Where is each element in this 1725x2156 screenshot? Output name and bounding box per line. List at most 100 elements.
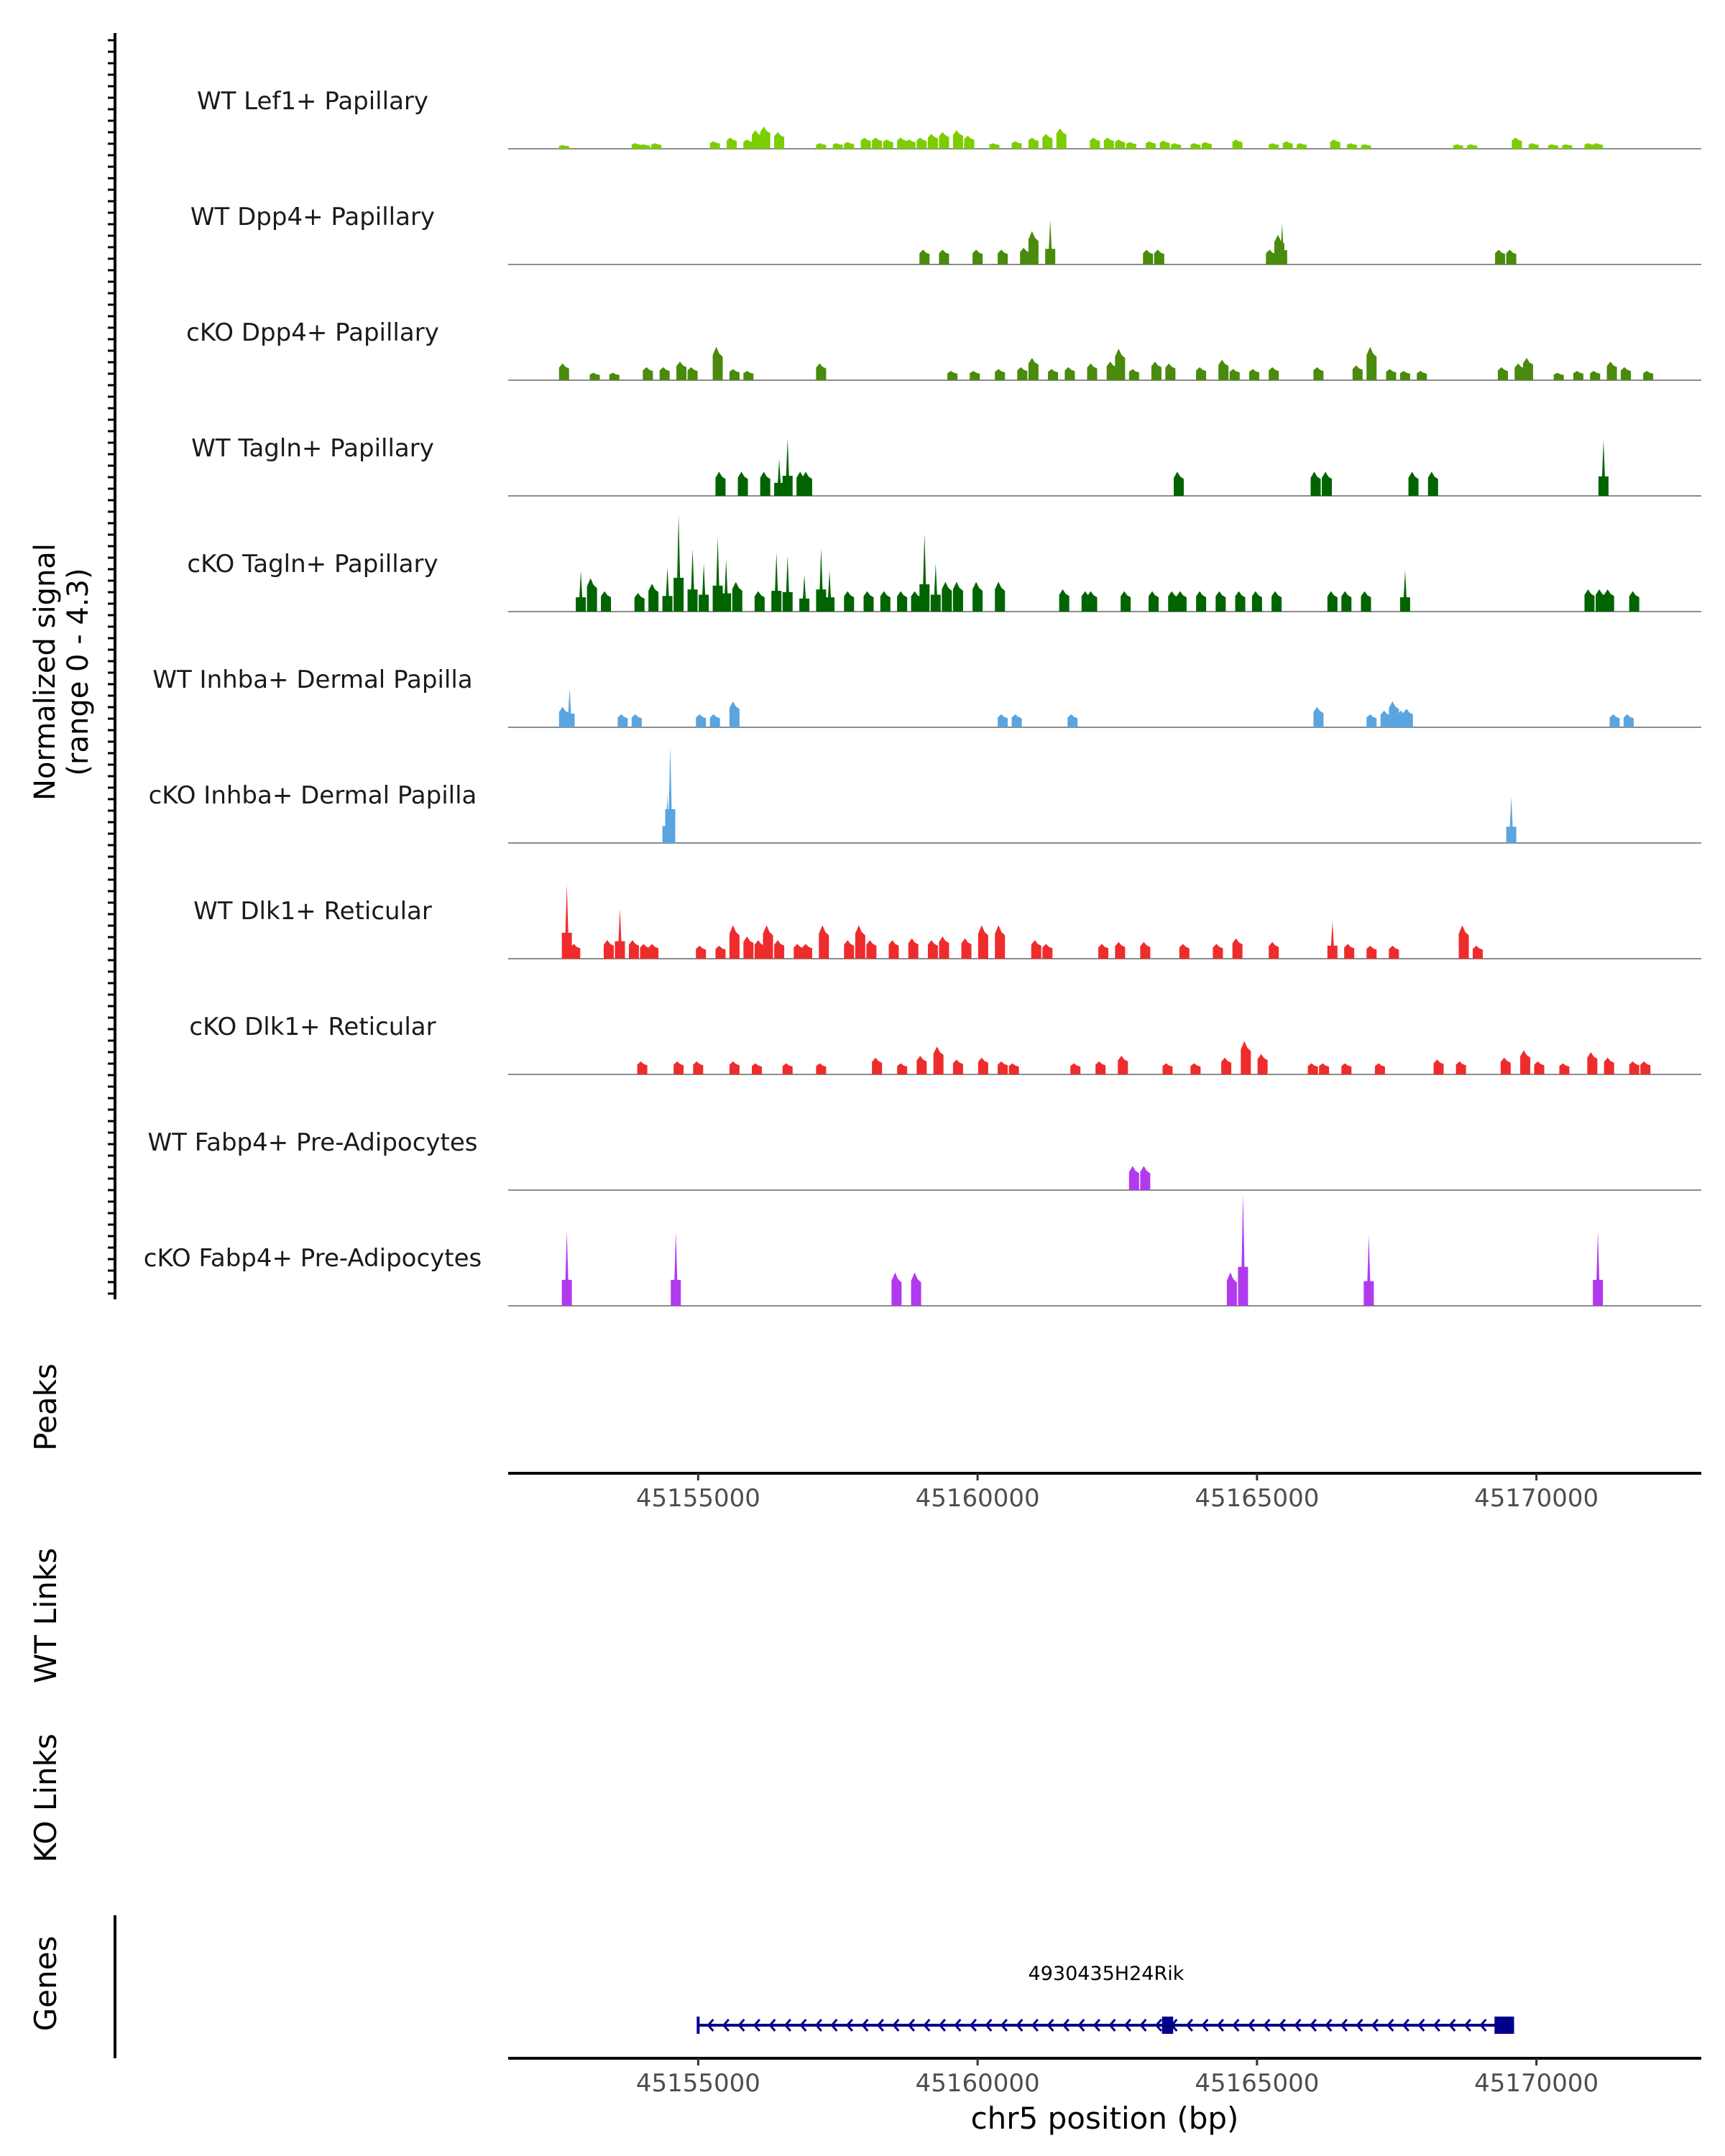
gene-exon bbox=[1162, 2017, 1174, 2034]
strand-arrow bbox=[1016, 2019, 1024, 2032]
coverage-peak bbox=[665, 746, 676, 843]
coverage-peak bbox=[1297, 143, 1307, 149]
coverage-peak bbox=[1374, 1063, 1385, 1074]
coverage-peak bbox=[1011, 714, 1022, 727]
strand-arrow bbox=[1232, 2019, 1240, 2032]
coverage-peak bbox=[816, 548, 827, 612]
coverage-peak bbox=[1215, 591, 1226, 612]
coverage-peak bbox=[1621, 367, 1632, 380]
wt-links-track-label: WT Links bbox=[28, 1548, 63, 1683]
coverage-peak bbox=[1011, 141, 1022, 149]
coverage-peak bbox=[942, 581, 952, 612]
strand-arrow bbox=[907, 2019, 915, 2032]
coverage-peak bbox=[1573, 371, 1583, 380]
strand-arrow bbox=[1371, 2019, 1379, 2032]
coverage-peak bbox=[1604, 1057, 1614, 1074]
coverage-peak bbox=[1330, 139, 1340, 149]
coverage-peak bbox=[930, 563, 941, 612]
coverage-peak bbox=[696, 945, 707, 959]
coverage-peak bbox=[1140, 1166, 1151, 1190]
coverage-peak bbox=[1547, 144, 1558, 149]
x-tick-label: 45170000 bbox=[1474, 2069, 1598, 2098]
coverage-peak bbox=[897, 137, 908, 149]
coverage-peak bbox=[1235, 591, 1246, 612]
coverage-peak bbox=[1528, 143, 1539, 149]
coverage-peak bbox=[659, 367, 670, 380]
coverage-peak bbox=[771, 552, 782, 612]
coverage-peak bbox=[729, 369, 740, 380]
coverage-peak bbox=[648, 944, 659, 959]
coverage-peak bbox=[844, 940, 855, 959]
coverage-peak bbox=[872, 1057, 883, 1074]
strand-arrow bbox=[876, 2019, 884, 2032]
coverage-peak bbox=[1553, 372, 1564, 380]
track-label: WT Inhba+ Dermal Papilla bbox=[152, 665, 472, 694]
coverage-peak bbox=[1366, 945, 1377, 959]
coverage-peak bbox=[1266, 249, 1276, 264]
coverage-peak bbox=[801, 944, 812, 959]
coverage-peak bbox=[640, 144, 650, 149]
x-tick-label: 45170000 bbox=[1474, 1484, 1598, 1513]
coverage-peak bbox=[687, 367, 698, 380]
x-tick-label: 45160000 bbox=[916, 1484, 1040, 1513]
coverage-peak bbox=[1149, 591, 1159, 612]
coverage-peak bbox=[939, 249, 949, 264]
coverage-peak bbox=[844, 591, 855, 612]
coverage-peak bbox=[712, 346, 723, 380]
coverage-peak bbox=[576, 571, 586, 612]
coverage-peak bbox=[1562, 144, 1573, 149]
coverage-peak bbox=[844, 142, 855, 149]
coverage-peak bbox=[860, 137, 871, 149]
x-tick-label: 45165000 bbox=[1195, 2069, 1319, 2098]
coverage-peak bbox=[732, 581, 742, 612]
coverage-peak bbox=[640, 944, 650, 959]
coverage-peak bbox=[561, 1231, 572, 1306]
coverage-peak bbox=[1604, 589, 1614, 612]
strand-arrow bbox=[1077, 2019, 1085, 2032]
track-7 bbox=[508, 884, 1701, 959]
coverage-peak bbox=[1095, 1061, 1106, 1074]
coverage-peak bbox=[995, 925, 1006, 959]
coverage-peak bbox=[631, 714, 642, 727]
coverage-peak bbox=[1327, 591, 1338, 612]
track-label: WT Dpp4+ Papillary bbox=[190, 203, 435, 231]
strand-arrow bbox=[1340, 2019, 1348, 2032]
coverage-peak bbox=[1115, 941, 1126, 959]
coverage-peak bbox=[1213, 944, 1223, 959]
coverage-peak bbox=[1307, 1063, 1318, 1074]
coverage-peak bbox=[693, 1061, 704, 1074]
coverage-peak bbox=[1221, 1057, 1232, 1074]
coverage-peak bbox=[1176, 591, 1187, 612]
coverage-peak bbox=[1168, 591, 1179, 612]
strand-arrow bbox=[1108, 2019, 1116, 2032]
coverage-peak bbox=[927, 940, 938, 959]
coverage-peak bbox=[905, 139, 916, 149]
coverage-peak bbox=[1433, 1059, 1444, 1074]
y-axis-title-line1: Normalized signal bbox=[29, 543, 62, 801]
coverage-peak bbox=[1064, 367, 1075, 380]
coverage-peak bbox=[1201, 142, 1212, 149]
coverage-peak bbox=[1067, 714, 1078, 727]
coverage-peak bbox=[919, 533, 930, 612]
coverage-peak bbox=[863, 591, 874, 612]
gene-name-label: 4930435H24Rik bbox=[1029, 1963, 1184, 1985]
coverage-peak bbox=[589, 372, 600, 380]
coverage-peak bbox=[1389, 701, 1399, 727]
coverage-peak bbox=[1174, 471, 1184, 496]
strand-arrow bbox=[1325, 2019, 1333, 2032]
coverage-peak bbox=[952, 130, 963, 149]
coverage-peak bbox=[866, 940, 877, 959]
coverage-peak bbox=[919, 249, 930, 264]
coverage-peak bbox=[1028, 231, 1039, 264]
coverage-peak bbox=[972, 581, 983, 612]
coverage-peak bbox=[1070, 1063, 1081, 1074]
coverage-peak bbox=[1609, 714, 1620, 727]
track-labels: WT Lef1+ Papillary WT Dpp4+ Papillary cKO … bbox=[144, 87, 482, 1273]
coverage-peak bbox=[774, 132, 785, 149]
coverage-peak bbox=[709, 714, 720, 727]
coverage-peak bbox=[1472, 945, 1483, 959]
strand-arrow bbox=[1448, 2019, 1456, 2032]
coverage-peak bbox=[1103, 137, 1114, 149]
coverage-peak bbox=[712, 537, 723, 612]
